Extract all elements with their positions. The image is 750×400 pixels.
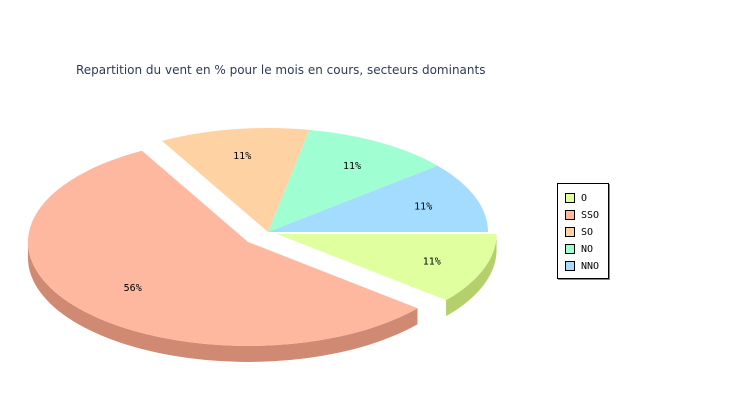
- slice-nno: [268, 165, 488, 232]
- slice-side-o: [446, 233, 497, 317]
- slice-so: [162, 128, 310, 232]
- legend-swatch: [565, 227, 575, 237]
- legend-item-nno: NNO: [565, 260, 599, 272]
- legend-item-o: O: [565, 192, 587, 204]
- slice-label-nno: 11%: [414, 202, 432, 213]
- legend-swatch: [565, 261, 575, 271]
- pie-labels: 11% 56% 11% 11% 11%: [124, 151, 441, 294]
- legend-label: NO: [581, 243, 594, 255]
- pie-sides: [27, 233, 497, 362]
- legend: O SSO SO NO NNO: [557, 183, 609, 279]
- legend-label: O: [581, 192, 588, 204]
- slice-label-sso: 56%: [124, 283, 142, 294]
- slice-sso: [27, 150, 418, 346]
- legend-swatch: [565, 210, 575, 220]
- legend-item-no: NO: [565, 243, 593, 255]
- chart-title: Repartition du vent en % pour le mois en…: [76, 63, 486, 77]
- legend-item-sso: SSO: [565, 209, 599, 221]
- slice-label-so: 11%: [233, 151, 251, 162]
- slice-label-no: 11%: [343, 161, 361, 172]
- slice-side-sso: [27, 241, 418, 362]
- legend-swatch: [565, 193, 575, 203]
- legend-label: NNO: [581, 260, 600, 272]
- slice-no: [268, 129, 438, 232]
- legend-item-so: SO: [565, 226, 593, 238]
- slice-o: [276, 233, 497, 301]
- legend-label: SO: [581, 226, 594, 238]
- legend-label: SSO: [581, 209, 600, 221]
- legend-swatch: [565, 244, 575, 254]
- slice-label-o: 11%: [423, 256, 441, 267]
- pie-tops: [27, 128, 497, 346]
